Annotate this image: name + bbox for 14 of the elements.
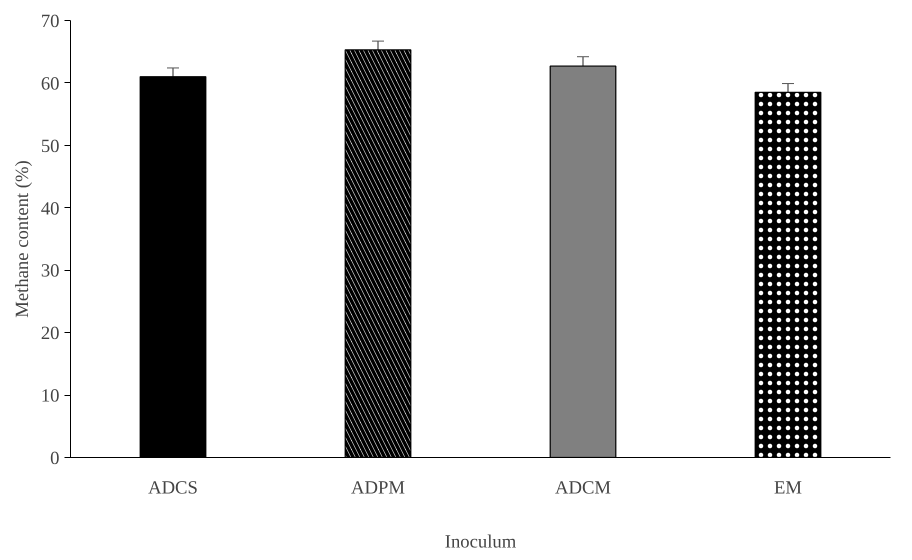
x-tick-label: ADCM xyxy=(555,478,612,498)
y-tick-label: 40 xyxy=(40,198,60,220)
y-tick-label: 30 xyxy=(40,260,60,282)
y-tick-label: 70 xyxy=(40,11,60,32)
y-tick-label: 10 xyxy=(40,386,60,407)
x-tick-label: ADCS xyxy=(148,478,198,498)
x-tick-label: EM xyxy=(774,478,802,498)
y-axis-title: Methane content (%) xyxy=(12,160,33,318)
y-tick-label: 60 xyxy=(40,73,60,94)
y-tick-label: 50 xyxy=(40,136,60,157)
y-tick-label: 0 xyxy=(50,448,60,469)
x-tick-label: ADPM xyxy=(351,478,406,498)
y-tick-label: 20 xyxy=(40,323,60,344)
x-axis-title: Inoculum xyxy=(444,532,517,552)
